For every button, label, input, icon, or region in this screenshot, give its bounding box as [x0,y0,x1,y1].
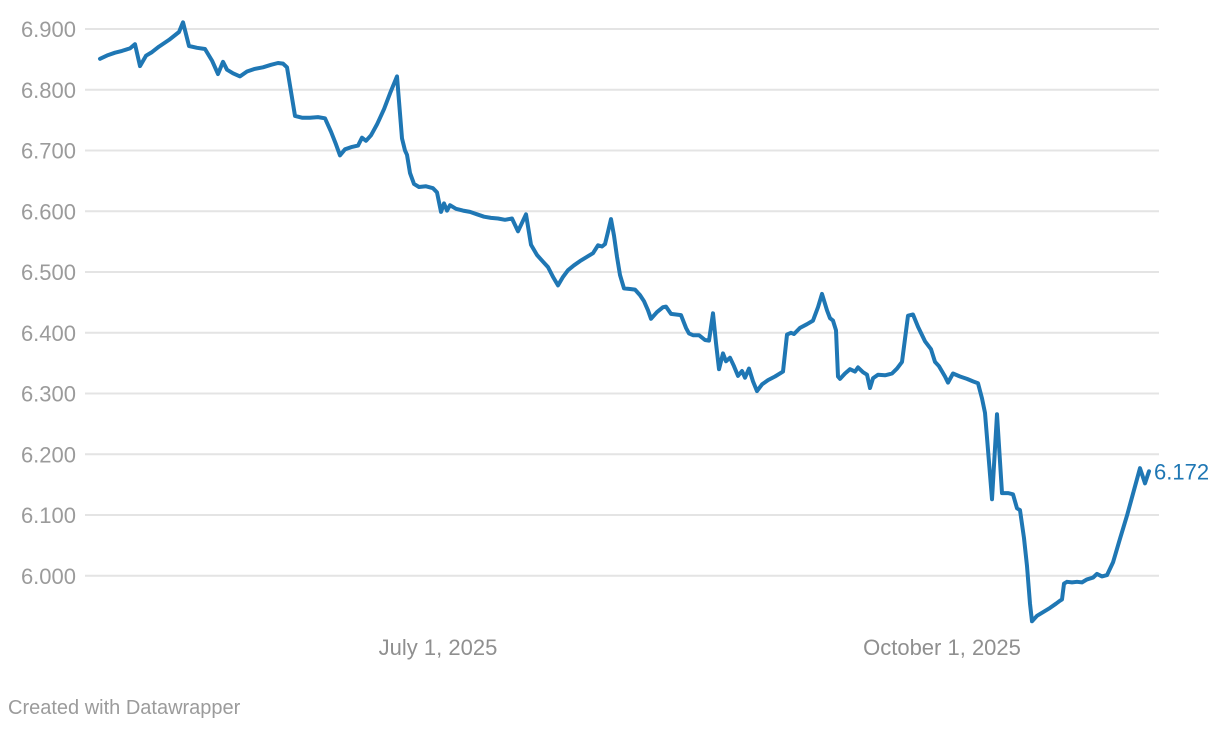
end-value-label: 6.172 [1154,459,1209,484]
y-axis-tick-label: 6.400 [21,321,76,346]
y-axis-tick-label: 6.100 [21,503,76,528]
data-line [98,20,1151,624]
y-axis-tick-label: 6.800 [21,78,76,103]
y-axis-tick-label: 6.000 [21,564,76,589]
x-axis-tick-label: July 1, 2025 [379,635,498,660]
y-axis-tick-label: 6.900 [21,17,76,42]
y-axis-tick-label: 6.700 [21,139,76,164]
datawrapper-credit: Created with Datawrapper [8,697,241,719]
x-axis-tick-label: October 1, 2025 [863,635,1021,660]
y-axis-tick-label: 6.500 [21,260,76,285]
y-axis-tick-label: 6.600 [21,199,76,224]
y-axis-tick-label: 6.300 [21,382,76,407]
y-axis-tick-label: 6.200 [21,442,76,467]
